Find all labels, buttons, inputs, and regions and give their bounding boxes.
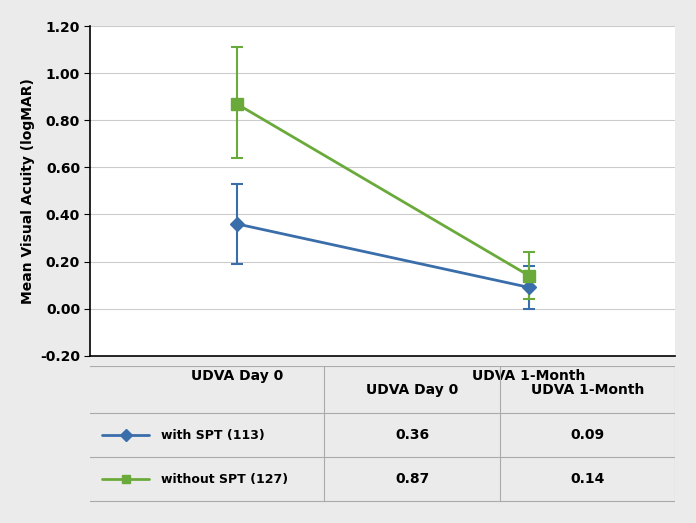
Text: 0.36: 0.36 <box>395 428 429 442</box>
Text: 0.09: 0.09 <box>570 428 605 442</box>
Text: UDVA Day 0: UDVA Day 0 <box>366 383 458 396</box>
Y-axis label: Mean Visual Acuity (logMAR): Mean Visual Acuity (logMAR) <box>20 78 35 304</box>
Text: with SPT (113): with SPT (113) <box>161 429 264 441</box>
Text: 0.87: 0.87 <box>395 472 429 486</box>
Text: 0.14: 0.14 <box>570 472 605 486</box>
Text: UDVA 1-Month: UDVA 1-Month <box>531 383 644 396</box>
Text: without SPT (127): without SPT (127) <box>161 473 287 485</box>
